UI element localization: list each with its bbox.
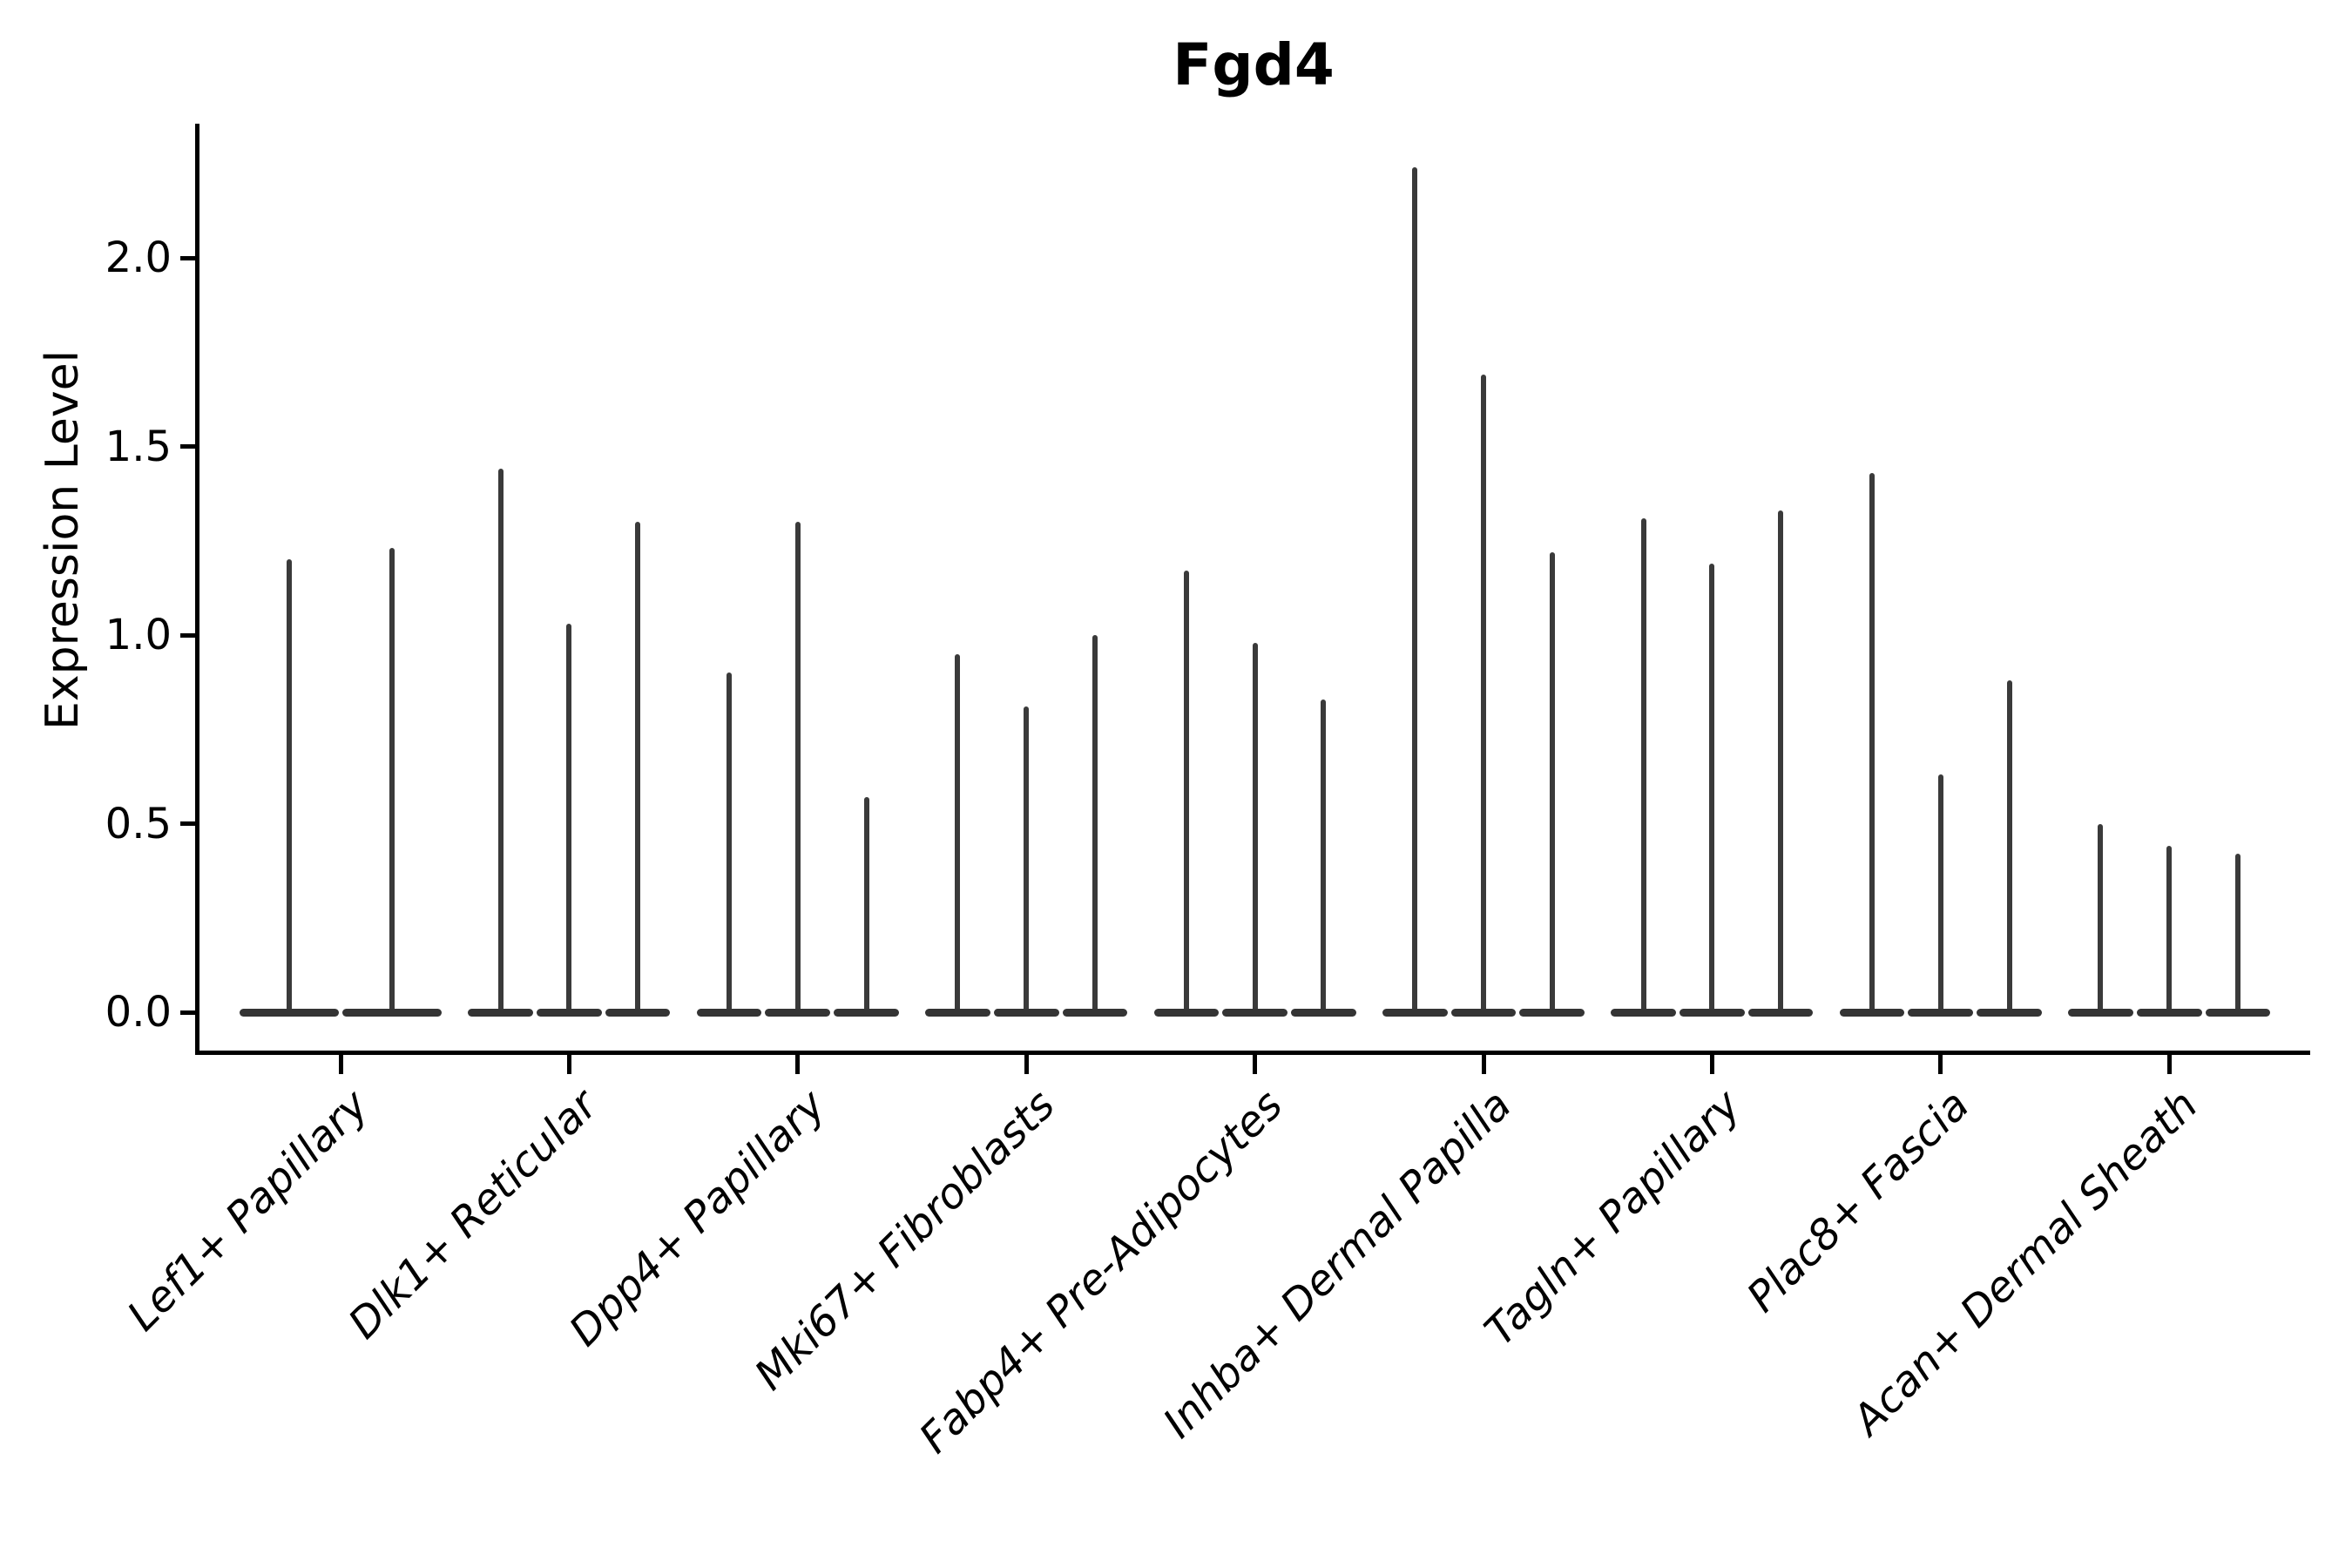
violin-zero-base	[2205, 1008, 2271, 1017]
x-tick-label: Lef1+ Papillary	[118, 1080, 379, 1341]
x-tick-mark	[795, 1055, 801, 1074]
x-tick-mark	[1024, 1055, 1029, 1074]
violin-zero-base	[605, 1008, 671, 1017]
violin-zero-base	[696, 1008, 762, 1017]
violin-spike	[1549, 551, 1555, 1012]
violin-zero-base	[1519, 1008, 1585, 1017]
violin-spike	[1092, 635, 1098, 1012]
violin-spike	[2006, 679, 2012, 1012]
violin-zero-base	[1908, 1008, 1974, 1017]
y-tick-label: 1.5	[105, 422, 172, 471]
violin-spike	[1640, 517, 1646, 1012]
violin-spike	[2234, 854, 2240, 1012]
y-tick-label: 2.0	[105, 233, 172, 282]
violin-spike	[1321, 699, 1327, 1012]
violin-zero-base	[1382, 1008, 1448, 1017]
violin-spike	[2098, 823, 2104, 1012]
violin-zero-base	[765, 1008, 831, 1017]
x-tick-mark	[2166, 1055, 2172, 1074]
y-axis-label: Expression Level	[37, 349, 89, 731]
x-tick-mark	[566, 1055, 571, 1074]
violin-spike	[1778, 510, 1784, 1012]
violin-zero-base	[2136, 1008, 2202, 1017]
violin-spike	[1412, 167, 1418, 1012]
x-tick-mark	[1481, 1055, 1486, 1074]
violin-zero-base	[1153, 1008, 1220, 1017]
y-tick-mark	[180, 1010, 198, 1015]
violin-zero-base	[1450, 1008, 1517, 1017]
violin-spike	[1709, 563, 1715, 1012]
violin-zero-base	[1062, 1008, 1128, 1017]
violin-zero-base	[1747, 1008, 1814, 1017]
violin-spike	[635, 522, 641, 1012]
y-tick-label: 0.0	[105, 988, 172, 1037]
x-tick-mark	[1709, 1055, 1714, 1074]
violin-spike	[1481, 375, 1486, 1012]
violin-zero-base	[239, 1008, 339, 1017]
violin-spike	[1183, 571, 1189, 1012]
plot-title: Fgd4	[1173, 31, 1335, 98]
y-axis-spine	[195, 124, 199, 1055]
violin-zero-base	[1290, 1008, 1356, 1017]
violin-spike	[1252, 642, 1258, 1012]
x-tick-label: Plac8+ Fascia	[1737, 1080, 1978, 1322]
violin-zero-base	[1611, 1008, 1677, 1017]
x-tick-label: Dlk1+ Reticular	[339, 1080, 607, 1348]
y-tick-label: 0.5	[105, 799, 172, 848]
violin-spike	[286, 559, 292, 1012]
y-tick-mark	[180, 821, 198, 826]
y-tick-mark	[180, 444, 198, 449]
violin-spike	[2166, 846, 2173, 1012]
violin-zero-base	[993, 1008, 1059, 1017]
violin-zero-base	[1839, 1008, 1905, 1017]
violin-spike	[1024, 706, 1030, 1012]
violin-spike	[566, 624, 572, 1012]
violin-zero-base	[925, 1008, 990, 1017]
violin-zero-base	[342, 1008, 443, 1017]
violin-zero-base	[1222, 1008, 1288, 1017]
violin-spike	[1869, 472, 1876, 1012]
violin-spike	[727, 672, 733, 1012]
x-tick-label: Dpp4+ Papillary	[560, 1080, 835, 1356]
y-tick-mark	[180, 632, 198, 638]
x-axis-spine	[195, 1051, 2310, 1055]
violin-spike	[955, 653, 961, 1012]
violin-zero-base	[537, 1008, 602, 1017]
x-tick-mark	[1938, 1055, 1943, 1074]
x-tick-label: Tagln+ Papillary	[1475, 1080, 1750, 1355]
violin-spike	[794, 522, 801, 1012]
y-tick-label: 1.0	[105, 611, 172, 659]
violin-spike	[863, 797, 869, 1012]
violin-zero-base	[468, 1008, 534, 1017]
violin-spike	[389, 548, 395, 1012]
violin-zero-base	[834, 1008, 899, 1017]
x-tick-mark	[1253, 1055, 1258, 1074]
y-tick-mark	[180, 255, 198, 260]
x-tick-label: Fabp4+ Pre-Adipocytes	[910, 1080, 1293, 1463]
violin-zero-base	[1977, 1008, 2042, 1017]
violin-zero-base	[1680, 1008, 1745, 1017]
violin-spike	[1937, 774, 1943, 1012]
violin-spike	[497, 469, 504, 1012]
x-tick-mark	[338, 1055, 343, 1074]
violin-zero-base	[2068, 1008, 2133, 1017]
